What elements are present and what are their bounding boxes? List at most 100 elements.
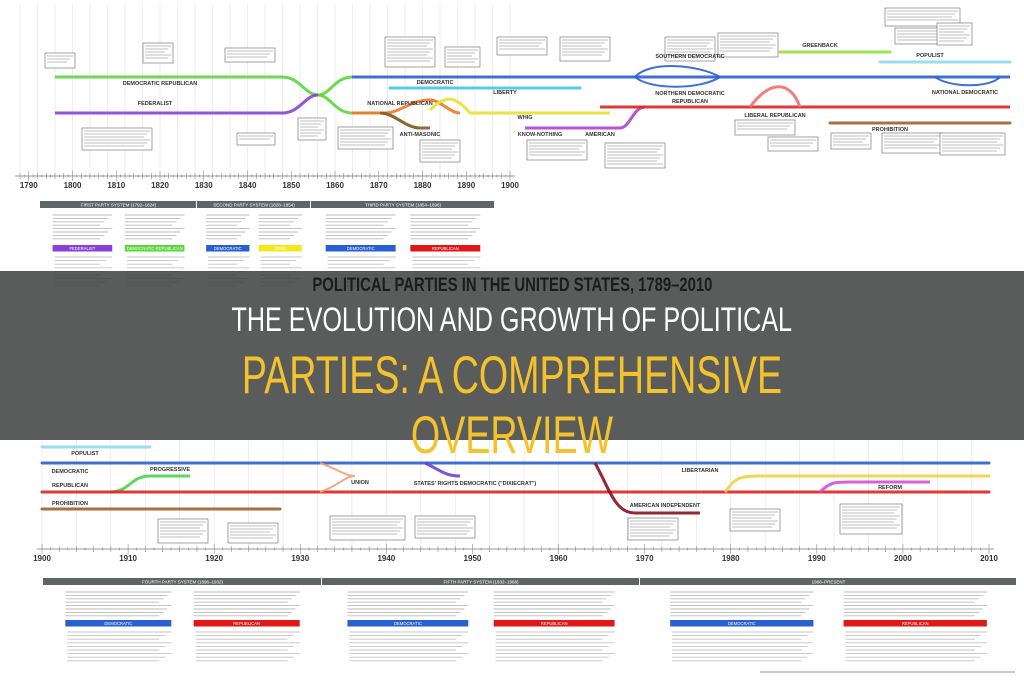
party-column-header — [843, 620, 987, 627]
axis-year-label: 1810 — [107, 181, 125, 190]
party-column-header — [670, 620, 814, 627]
annotation-box — [81, 127, 153, 151]
party-line-southern-democratic — [634, 65, 721, 78]
party-column-label: DEMOCRATIC — [728, 621, 756, 626]
section-header-bar — [40, 201, 196, 208]
axis-year-label: 1790 — [20, 181, 38, 190]
axis-year-label: 1930 — [291, 554, 309, 563]
party-label: NATIONAL REPUBLICAN — [367, 101, 433, 107]
section-header-title: FIRST PARTY SYSTEM (1792–1824) — [81, 202, 157, 207]
party-column-label: REPUBLICAN — [902, 621, 929, 626]
party-column-header — [124, 245, 185, 252]
party-line-anti-masonic — [379, 111, 430, 130]
party-column-header — [410, 245, 481, 252]
annotation-box — [44, 52, 76, 69]
axis-year-label: 1940 — [377, 554, 395, 563]
party-line-national-republican — [352, 98, 461, 115]
party-label: SOUTHERN DEMOCRATIC — [655, 54, 724, 60]
party-line-know-nothing — [525, 105, 646, 130]
axis-year-label: 1890 — [457, 181, 475, 190]
party-label: WHIG — [518, 115, 533, 121]
party-label: ANTI-MASONIC — [400, 132, 441, 138]
headline-line-2: PARTIES: A COMPREHENSIVE OVERVIEW — [0, 346, 1024, 465]
party-label: LIBERAL REPUBLICAN — [744, 113, 805, 119]
party-line-union — [319, 462, 356, 493]
section-header-bar — [311, 201, 494, 208]
axis-year-label: 1990 — [808, 554, 826, 563]
annotation-box — [297, 117, 327, 141]
annotation-box — [767, 136, 819, 152]
party-line-reform — [818, 480, 930, 494]
party-column-label: DEMOCRATIC — [214, 246, 242, 251]
party-label: UNION — [351, 480, 369, 486]
annotation-box — [729, 508, 781, 532]
party-column-header — [493, 620, 615, 627]
axis-year-label: 1830 — [195, 181, 213, 190]
axis-year-label: 1950 — [464, 554, 482, 563]
annotation-box — [224, 47, 276, 63]
poster-title: POLITICAL PARTIES IN THE UNITED STATES, … — [0, 275, 1024, 297]
party-label: DEMOCRATIC — [417, 80, 454, 86]
party-column-label: WHIG — [275, 246, 286, 251]
party-column-header — [347, 620, 469, 627]
party-column-header — [193, 620, 300, 627]
party-label: DEMOCRATIC — [52, 469, 89, 475]
axis-year-label: 1800 — [64, 181, 82, 190]
annotation-box — [939, 132, 1006, 156]
party-label: PROGRESSIVE — [150, 467, 190, 473]
axis-year-label: 1980 — [722, 554, 740, 563]
party-label: AMERICAN — [585, 132, 615, 138]
section-header-bar — [640, 578, 1016, 585]
section-header-bar — [322, 578, 639, 585]
party-column-header — [206, 245, 250, 252]
axis-year-label: 1900 — [33, 554, 51, 563]
poster-title-text: POLITICAL PARTIES IN THE UNITED STATES, … — [312, 275, 712, 296]
axis-year-label: 1850 — [282, 181, 300, 190]
party-line-northern-democratic — [634, 76, 721, 88]
party-column-label: FEDERALIST — [69, 246, 95, 251]
annotation-box — [414, 515, 476, 539]
party-column-header — [52, 245, 113, 252]
party-label: KNOW-NOTHING — [518, 132, 563, 138]
party-line-whig — [428, 97, 610, 115]
section-header-title: FIFTH PARTY SYSTEM (1932–1968) — [443, 579, 519, 584]
party-label: FEDERALIST — [138, 101, 173, 107]
headline-line-1-text: THE EVOLUTION AND GROWTH OF POLITICAL — [231, 301, 793, 339]
axis-year-label: 1840 — [239, 181, 257, 190]
party-column-label: DEMOCRATIC — [394, 621, 422, 626]
headline-line-1: THE EVOLUTION AND GROWTH OF POLITICAL — [0, 301, 1024, 339]
party-label: NORTHERN DEMOCRATIC — [655, 91, 725, 97]
section-header-title: 1968–PRESENT — [812, 579, 846, 584]
axis-year-label: 1900 — [501, 181, 519, 190]
section-header-bar — [43, 578, 321, 585]
party-label: GREENBACK — [802, 43, 837, 49]
party-label: REPUBLICAN — [672, 99, 708, 105]
annotation-box — [734, 119, 796, 136]
party-label: LIBERTARIAN — [682, 468, 719, 474]
axis-year-label: 2010 — [980, 554, 998, 563]
axis-year-label: 1970 — [636, 554, 654, 563]
axis-year-label: 1870 — [370, 181, 388, 190]
party-label: PROHIBITION — [872, 127, 908, 133]
axis-year-label: 1820 — [151, 181, 169, 190]
party-line-federalist — [55, 93, 319, 115]
title-overlay-band — [0, 271, 1024, 440]
axis-year-label: 1880 — [414, 181, 432, 190]
section-header-title: FOURTH PARTY SYSTEM (1896–1932) — [142, 579, 223, 584]
party-label: DEMOCRATIC REPUBLICAN — [123, 81, 197, 87]
annotation-box — [627, 517, 679, 541]
party-label: REFORM — [878, 485, 902, 491]
party-column-header — [325, 245, 396, 252]
axis-year-label: 1960 — [550, 554, 568, 563]
annotation-box — [337, 126, 394, 150]
party-line-dixiecrat — [424, 461, 461, 478]
party-label: REPUBLICAN — [52, 483, 88, 489]
party-label: POPULIST — [916, 53, 944, 59]
annotation-box — [936, 22, 973, 46]
party-line-national-democratic — [934, 76, 1001, 87]
party-column-label: DEMOCRATIC-REPUBLICAN — [127, 246, 183, 251]
party-column-label: REPUBLICAN — [541, 621, 568, 626]
axis-year-label: 1920 — [205, 554, 223, 563]
annotation-box — [830, 132, 872, 150]
party-column-label: DEMOCRATIC — [104, 621, 132, 626]
